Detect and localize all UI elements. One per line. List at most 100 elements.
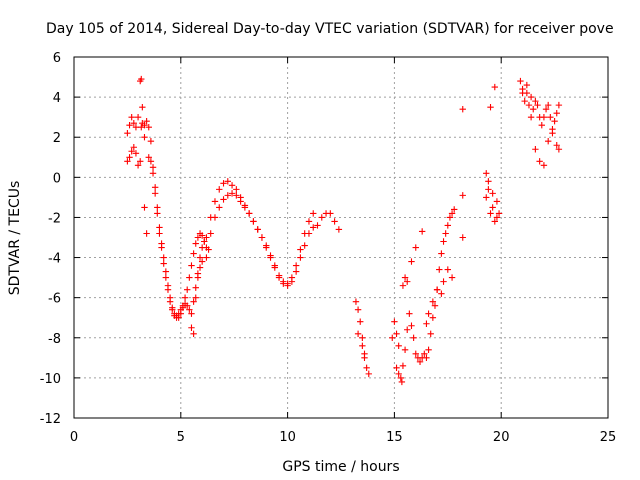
- y-axis-tick-labels: -12 -10 -8 -6 -4 -2 0 2 4 6: [40, 51, 61, 427]
- data-point: [305, 218, 313, 225]
- data-point: [143, 117, 150, 125]
- data-point: [357, 318, 364, 325]
- data-point: [145, 154, 152, 161]
- data-point: [130, 144, 138, 151]
- data-point: [397, 374, 405, 382]
- data-point: [245, 210, 253, 217]
- data-point: [169, 306, 176, 313]
- y-tick-label: 4: [53, 91, 61, 106]
- data-point: [404, 278, 411, 285]
- data-point: [540, 113, 548, 121]
- data-point: [201, 238, 208, 245]
- data-point: [190, 330, 197, 337]
- data-point: [192, 284, 199, 291]
- data-point: [190, 250, 197, 257]
- data-point: [192, 294, 199, 301]
- x-tick-label: 25: [600, 430, 617, 445]
- data-point: [416, 358, 424, 366]
- data-point: [448, 274, 456, 281]
- data-point: [491, 83, 498, 91]
- data-point: [147, 158, 155, 165]
- chart-title: Day 105 of 2014, Sidereal Day-to-day VTE…: [46, 21, 614, 37]
- data-point: [203, 254, 210, 261]
- data-point: [446, 214, 454, 221]
- data-point: [275, 272, 283, 279]
- data-point: [198, 258, 206, 265]
- y-tick-label: -12: [40, 412, 61, 427]
- data-point: [143, 230, 150, 237]
- data-point: [134, 162, 142, 169]
- data-point: [250, 218, 257, 225]
- data-point: [440, 238, 447, 245]
- x-tick-label: 5: [177, 430, 185, 445]
- data-point: [271, 262, 278, 269]
- data-point: [151, 190, 159, 197]
- data-point: [171, 310, 178, 317]
- data-point: [551, 117, 558, 125]
- data-point: [399, 362, 407, 370]
- data-point: [166, 298, 174, 305]
- data-point: [220, 196, 227, 203]
- data-point: [188, 262, 195, 269]
- data-point: [361, 354, 368, 362]
- data-point: [188, 324, 195, 331]
- data-point: [425, 310, 432, 317]
- data-point: [184, 302, 191, 309]
- data-point: [549, 130, 556, 137]
- data-point: [216, 186, 223, 193]
- data-point: [363, 364, 370, 372]
- data-point: [544, 138, 552, 145]
- data-point: [156, 224, 163, 231]
- data-point: [179, 304, 187, 311]
- data-point: [160, 254, 167, 261]
- data-point: [224, 178, 231, 185]
- data-point: [186, 306, 193, 313]
- data-point: [399, 282, 407, 289]
- data-point: [553, 142, 560, 149]
- data-point: [352, 298, 360, 305]
- data-point: [207, 230, 214, 237]
- data-point: [427, 330, 434, 337]
- data-point: [211, 214, 219, 221]
- data-point: [459, 234, 466, 241]
- data-point: [487, 103, 494, 111]
- data-point: [354, 330, 362, 337]
- data-point: [156, 230, 163, 237]
- data-point: [190, 298, 197, 305]
- x-tick-label: 0: [70, 430, 78, 445]
- data-point: [542, 105, 550, 113]
- data-point: [532, 97, 539, 105]
- y-tick-label: -8: [48, 332, 61, 347]
- data-point: [393, 364, 400, 372]
- data-point: [126, 121, 133, 129]
- data-point: [233, 186, 240, 193]
- data-point: [128, 113, 135, 121]
- data-point: [263, 242, 270, 249]
- data-point: [433, 286, 441, 293]
- data-point: [359, 342, 366, 349]
- y-tick-label: -6: [48, 292, 61, 307]
- data-point: [147, 138, 155, 145]
- data-point: [162, 268, 170, 275]
- data-point: [404, 326, 411, 333]
- data-point: [196, 254, 204, 261]
- x-axis-label: GPS time / hours: [282, 459, 399, 475]
- data-point: [205, 246, 212, 253]
- data-point: [203, 234, 210, 241]
- data-point: [194, 270, 202, 277]
- data-point: [186, 274, 193, 281]
- data-point: [305, 230, 313, 237]
- data-point: [544, 101, 552, 109]
- x-tick-label: 10: [279, 430, 296, 445]
- data-point: [365, 370, 372, 378]
- data-point: [192, 240, 199, 247]
- data-point: [160, 260, 167, 267]
- data-point: [398, 378, 406, 386]
- y-tick-label: -4: [48, 252, 61, 267]
- data-point: [134, 113, 142, 121]
- data-point: [241, 204, 249, 211]
- data-point: [132, 150, 140, 157]
- data-point: [401, 274, 409, 281]
